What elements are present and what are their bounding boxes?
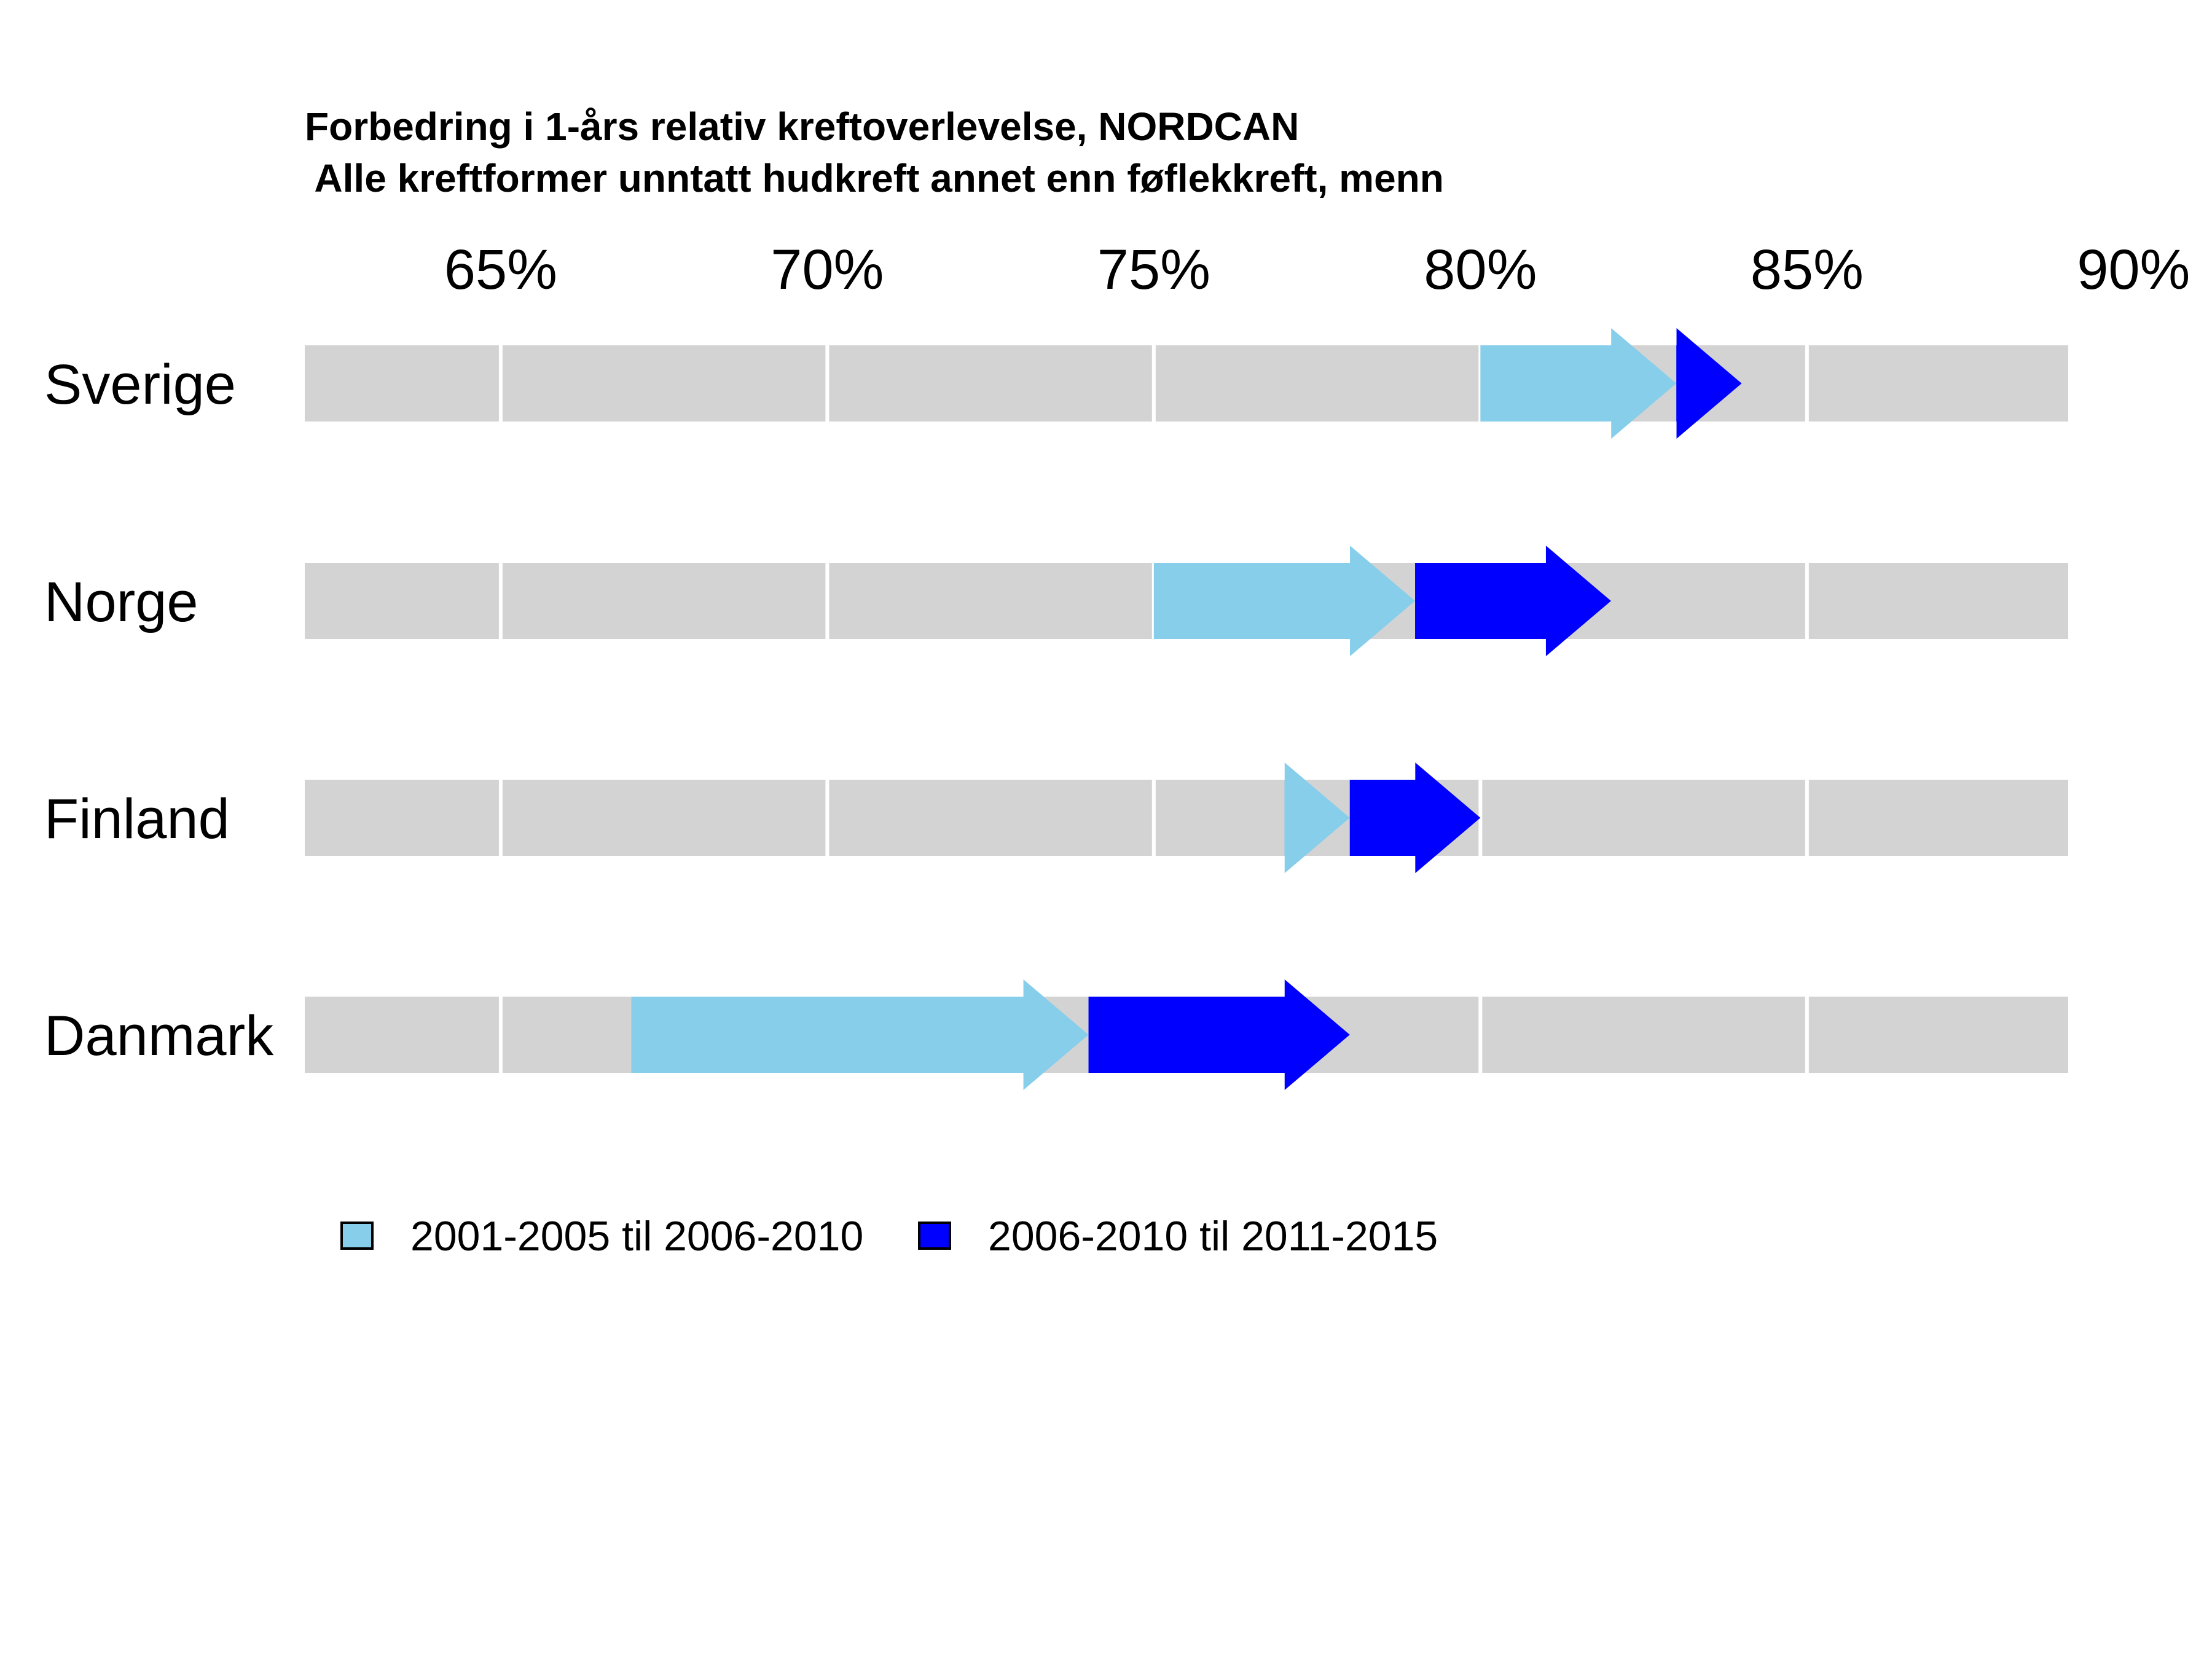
arrow-2001-2005-to-2006-2010: [1480, 328, 1677, 439]
legend-swatch: [340, 1222, 374, 1250]
country-label: Finland: [44, 788, 230, 850]
x-tick-labels: 65% 70% 75% 80% 85% 90%: [444, 238, 2190, 301]
country-label: Sverige: [44, 353, 236, 416]
legend-item: 2001-2005 til 2006-2010: [340, 1213, 863, 1260]
row-background: [305, 345, 2068, 422]
country-row: Norge: [44, 546, 2068, 656]
arrow-2006-2010-to-2011-2015: [1349, 763, 1481, 873]
x-tick-label: 70%: [771, 238, 884, 301]
arrow-2006-2010-to-2011-2015: [1088, 979, 1350, 1090]
chart-rows: Sverige Norge Finland Danmark: [44, 328, 2068, 1090]
chart-subtitle: Alle kreftformer unntatt hudkreft annet …: [305, 156, 1444, 200]
legend-item: 2006-2010 til 2011-2015: [918, 1213, 1438, 1260]
x-tick-label: 75%: [1097, 238, 1210, 301]
x-tick-label: 90%: [2077, 238, 2190, 301]
legend-swatch: [918, 1222, 951, 1250]
row-background: [305, 780, 2068, 856]
arrow-2001-2005-to-2006-2010: [1153, 546, 1416, 656]
arrow-2006-2010-to-2011-2015: [1676, 328, 1742, 439]
country-label: Norge: [44, 571, 198, 633]
legend-label: 2001-2005 til 2006-2010: [410, 1213, 863, 1260]
arrow-2006-2010-to-2011-2015: [1415, 546, 1611, 656]
chart-title: Forbedring i 1-års relativ kreftoverleve…: [305, 104, 1299, 149]
legend-label: 2006-2010 til 2011-2015: [988, 1213, 1438, 1260]
legend: 2001-2005 til 2006-2010 2006-2010 til 201…: [340, 1213, 1438, 1260]
x-tick-label: 65%: [444, 238, 557, 301]
country-row: Danmark: [44, 979, 2068, 1090]
arrow-2001-2005-to-2006-2010: [1284, 763, 1350, 873]
country-row: Finland: [44, 763, 2068, 873]
x-tick-label: 80%: [1424, 238, 1537, 301]
x-tick-label: 85%: [1751, 238, 1864, 301]
arrow-2001-2005-to-2006-2010: [631, 979, 1089, 1090]
country-row: Sverige: [44, 328, 2068, 439]
country-label: Danmark: [44, 1005, 274, 1067]
